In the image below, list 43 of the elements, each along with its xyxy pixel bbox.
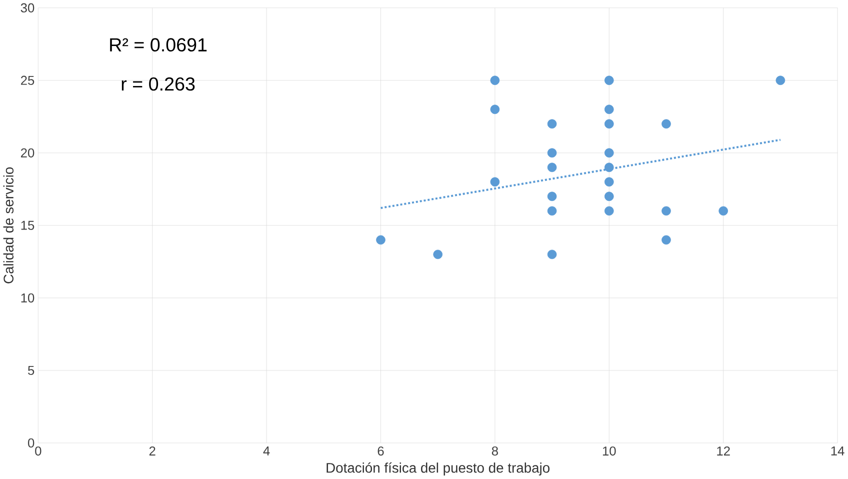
y-tick-label: 10: [21, 293, 34, 303]
point: [490, 76, 500, 86]
point: [547, 162, 557, 172]
y-tick-label: 5: [28, 366, 34, 376]
point: [547, 250, 557, 260]
y-tick-label: 0: [28, 438, 34, 448]
point: [604, 206, 614, 216]
point: [490, 104, 500, 114]
annotation: R² = 0.0691: [110, 38, 207, 52]
x-tick-label: 6: [378, 446, 384, 456]
point: [490, 177, 500, 187]
point: [662, 235, 671, 245]
x-tick-label: 10: [602, 446, 616, 456]
x-tick-label: 8: [492, 446, 498, 456]
point: [547, 192, 557, 202]
point: [604, 192, 614, 202]
y-axis-title: Calidad de servicio: [3, 167, 14, 284]
point: [662, 119, 671, 129]
point: [604, 177, 614, 187]
x-tick-label: 4: [263, 446, 270, 456]
y-tick-label: 20: [20, 148, 34, 158]
y-tick-label: 25: [20, 76, 34, 86]
x-tick-label: 12: [717, 446, 730, 456]
x-tick-label: 0: [35, 446, 42, 456]
x-tick-label: 14: [831, 446, 844, 456]
point: [547, 148, 557, 158]
point: [604, 162, 614, 172]
point: [604, 148, 614, 158]
point: [376, 235, 386, 245]
point: [662, 206, 671, 216]
point: [604, 119, 614, 129]
point: [547, 206, 557, 216]
point: [718, 206, 728, 216]
x-tick-label: 2: [149, 446, 156, 456]
point: [547, 119, 557, 129]
point: [604, 76, 614, 86]
point: [433, 250, 443, 260]
y-tick-label: 15: [21, 221, 34, 230]
point: [776, 76, 786, 86]
y-tick-label: 30: [20, 3, 34, 13]
x-axis-title: Dotación física del puesto de trabajo: [326, 462, 550, 476]
annotation: r = 0.263: [122, 77, 195, 91]
point: [604, 104, 614, 114]
